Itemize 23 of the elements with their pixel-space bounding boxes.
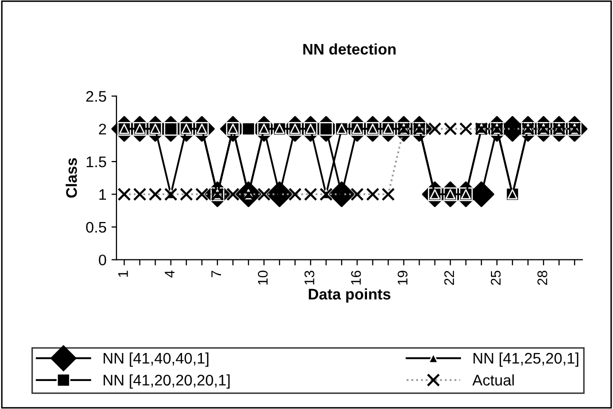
legend-label: NN [41,25,20,1] [474,352,578,367]
chart-title: NN detection [303,43,396,55]
legend-label: NN [41,20,20,20,1] [104,374,230,389]
x-tick-label: 7 [211,270,221,278]
y-tick-label: 1.5 [86,156,106,168]
x-tick-label: 19 [398,270,408,285]
x-tick-label: 22 [444,270,454,285]
x-axis-title: Data points [308,288,390,303]
legend-label: Actual [472,374,514,386]
y-tick-label: 1 [99,189,106,200]
y-tick-label: 0 [98,254,106,266]
y-tick-label: 0.5 [86,222,106,233]
x-tick-label: 13 [304,270,314,285]
y-tick-label: 2.5 [86,90,106,102]
x-tick-label: 25 [490,270,501,285]
x-tick-label: 16 [351,270,361,285]
legend-label: NN [41,40,40,1] [104,352,208,367]
x-tick-label: 4 [164,270,174,278]
y-axis-title: Class [66,158,77,198]
x-tick-label: 1 [118,270,128,277]
x-tick-label: 10 [258,270,268,285]
x-tick-label: 28 [537,270,548,285]
y-tick-label: 2 [99,124,106,134]
